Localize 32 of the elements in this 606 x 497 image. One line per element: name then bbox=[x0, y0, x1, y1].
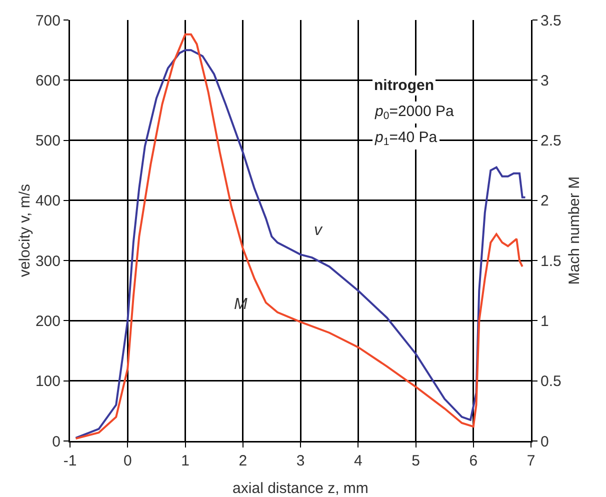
x-tick-label: 0 bbox=[123, 452, 132, 470]
y-tick-label: 300 bbox=[35, 252, 60, 270]
y-tick-label: 500 bbox=[35, 132, 60, 150]
annotation: p$_{1}$=40 Pa bbox=[374, 129, 438, 148]
y2-tick-label: 1 bbox=[540, 312, 549, 330]
x-tick-label: 4 bbox=[354, 452, 362, 470]
x-tick-label: 1 bbox=[181, 452, 190, 470]
y2-tick-label: 0 bbox=[540, 433, 549, 450]
x-tick-label: 7 bbox=[526, 452, 536, 470]
y2-axis-title: Mach number M bbox=[566, 176, 583, 285]
y-axis-title: velocity v, m/s bbox=[16, 184, 34, 278]
y2-tick-label: 3.5 bbox=[540, 12, 562, 30]
y2-tick-label: 2 bbox=[540, 192, 549, 210]
x-tick-label: 6 bbox=[469, 452, 478, 470]
annotation: p$_{0}$=2000 Pa bbox=[374, 103, 454, 122]
y2-tick-label: 0.5 bbox=[540, 373, 562, 390]
y-tick-label: 0 bbox=[52, 433, 60, 450]
y-tick-label: 700 bbox=[35, 12, 60, 30]
x-tick-label: 5 bbox=[412, 452, 420, 470]
y-tick-label: 100 bbox=[35, 373, 60, 390]
y2-tick-label: 1.5 bbox=[540, 252, 562, 270]
x-tick-label: 3 bbox=[296, 452, 305, 470]
annotation: nitrogen bbox=[374, 77, 434, 94]
x-tick-label: -1 bbox=[63, 452, 77, 470]
x-tick-label: 2 bbox=[238, 452, 248, 470]
y2-tick-label: 2.5 bbox=[540, 132, 562, 150]
y-tick-label: 600 bbox=[35, 72, 60, 90]
y-tick-label: 400 bbox=[35, 192, 60, 210]
annotation: v bbox=[314, 222, 323, 239]
y2-tick-label: 3 bbox=[540, 72, 549, 90]
x-axis-title: axial distance z, mm bbox=[232, 480, 368, 497]
y-tick-label: 200 bbox=[35, 312, 60, 330]
